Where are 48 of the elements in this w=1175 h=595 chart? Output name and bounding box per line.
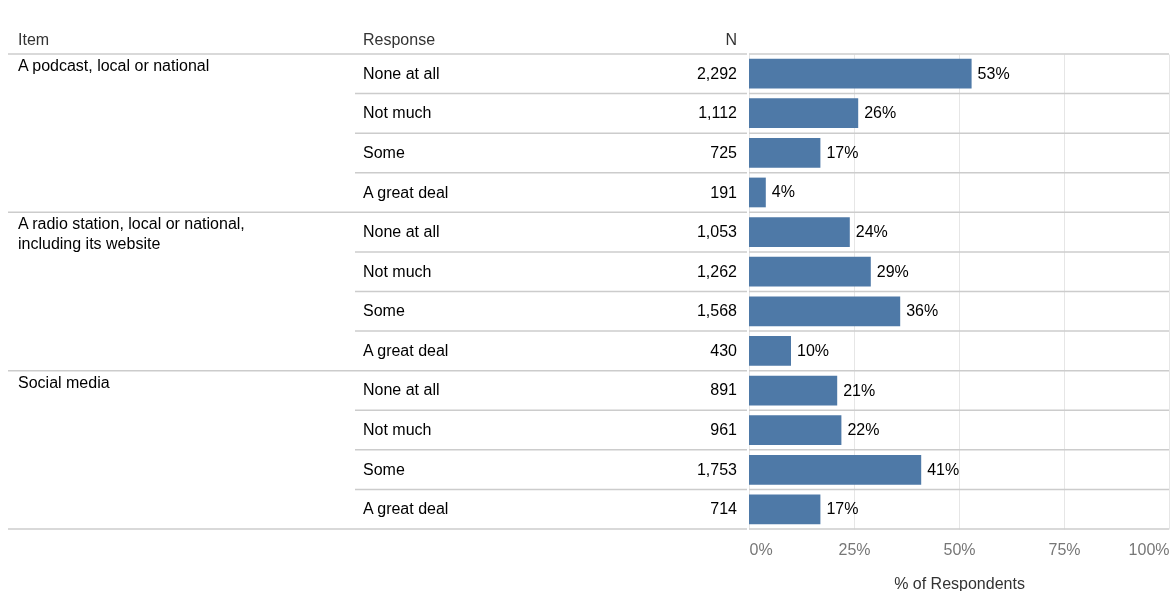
data-label: 24% xyxy=(855,223,888,241)
category-label: A great deal xyxy=(363,183,449,201)
category-label: None at all xyxy=(363,381,440,399)
data-label: 1,112 xyxy=(698,104,738,122)
text: A podcast, local or national xyxy=(18,57,210,74)
data-label: 21% xyxy=(843,381,876,399)
data-label: 1,262 xyxy=(696,262,738,280)
data-label: 430 xyxy=(710,341,738,359)
data-label: 1,568 xyxy=(696,302,738,320)
data-label: 1,053 xyxy=(696,223,738,241)
data-label: 53% xyxy=(977,64,1010,82)
category-label: None at all xyxy=(363,64,440,82)
x-tick-label: 0% xyxy=(749,540,773,558)
data-label: 714 xyxy=(710,500,738,518)
data-label: 26% xyxy=(864,104,897,122)
category-label: Some xyxy=(363,143,405,161)
data-label: 725 xyxy=(710,143,738,161)
data-label: 2,292 xyxy=(696,64,738,82)
data-label: 22% xyxy=(847,421,880,439)
text: Response xyxy=(363,31,436,48)
data-label: 191 xyxy=(710,183,738,201)
text: N xyxy=(725,31,737,48)
text: A radio station, local or national, including its website xyxy=(18,215,245,253)
category-label: Not much xyxy=(363,421,432,439)
category-label: None at all xyxy=(363,223,440,241)
x-tick-label: 75% xyxy=(1048,540,1081,558)
category-label: A great deal xyxy=(363,341,449,359)
data-label: 4% xyxy=(771,183,795,201)
data-label: 891 xyxy=(710,381,738,399)
category-label: Some xyxy=(363,460,405,478)
category-label: Some xyxy=(363,302,405,320)
category-label: Not much xyxy=(363,104,432,122)
data-label: 41% xyxy=(927,460,960,478)
data-label: 36% xyxy=(906,302,939,320)
data-label: 10% xyxy=(797,341,830,359)
category-label: A great deal xyxy=(363,500,449,518)
x-tick-label: 25% xyxy=(838,540,871,558)
x-tick-label: 50% xyxy=(943,540,976,558)
data-label: 1,753 xyxy=(696,460,738,478)
x-tick-label: 100% xyxy=(1128,540,1170,558)
x-axis-title: % of Respondents xyxy=(894,574,1025,592)
data-label: 17% xyxy=(826,143,859,161)
text: Social media xyxy=(18,373,110,391)
category-label: Not much xyxy=(363,262,432,280)
data-label: 961 xyxy=(710,421,738,439)
text: Item xyxy=(18,31,50,48)
data-label: 17% xyxy=(826,500,859,518)
data-label: 29% xyxy=(876,262,909,280)
